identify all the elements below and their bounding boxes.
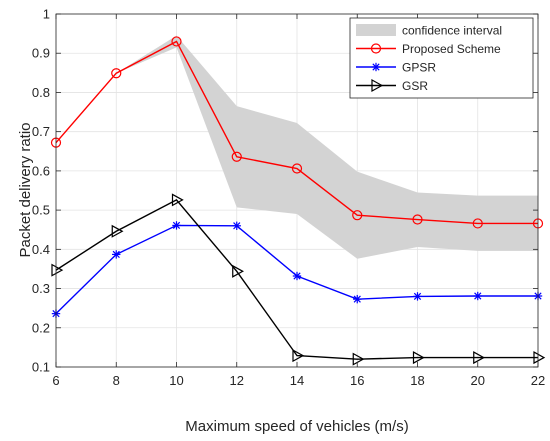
x-tick-label: 22 (531, 373, 545, 388)
y-tick-label: 1 (43, 7, 50, 22)
data-point (473, 291, 482, 301)
series-line (55, 199, 538, 360)
legend: confidence interval Proposed Scheme GPSR GS… (349, 17, 534, 99)
confidence-band-layer (56, 35, 538, 259)
legend-label: GSR (402, 79, 428, 93)
legend-label: confidence interval (402, 24, 502, 38)
data-point (472, 218, 483, 229)
data-point (412, 214, 423, 225)
legend-item: confidence interval (356, 24, 502, 38)
y-tick-label: 0.7 (32, 124, 50, 139)
legend-marker (371, 62, 381, 72)
data-point (232, 221, 241, 230)
legend-label: Proposed Scheme (402, 42, 501, 56)
data-point (111, 224, 124, 238)
x-tick-label: 8 (113, 373, 120, 388)
x-tick-label: 20 (471, 373, 485, 388)
y-axis-label: Packet delivery ratio (17, 122, 34, 257)
x-tick-label: 18 (410, 373, 424, 388)
series-gsr (51, 193, 546, 366)
y-axis: 0.1 0.2 0.3 0.4 0.5 0.6 0.7 0.8 0.9 1 (32, 7, 538, 375)
data-point (292, 271, 302, 281)
legend-item: GSR (356, 78, 428, 93)
data-point (353, 294, 362, 304)
y-tick-label: 0.1 (32, 360, 50, 375)
confidence-interval-band (56, 35, 538, 259)
series-line (55, 40, 538, 225)
data-point (232, 264, 244, 278)
y-tick-label: 0.5 (32, 203, 50, 218)
x-tick-label: 6 (52, 373, 59, 388)
data-point (171, 36, 182, 47)
y-tick-label: 0.8 (32, 85, 50, 100)
data-point (172, 221, 181, 230)
legend-label: GPSR (402, 61, 436, 75)
legend-marker (371, 78, 384, 93)
y-tick-label: 0.2 (32, 320, 50, 335)
data-point (231, 151, 242, 162)
legend-item: Proposed Scheme (356, 42, 501, 56)
series-layer (50, 36, 546, 366)
y-tick-label: 0.3 (32, 281, 50, 296)
data-point (413, 292, 422, 301)
data-point (352, 210, 363, 221)
data-point (533, 351, 546, 365)
x-tick-label: 14 (290, 373, 304, 388)
data-point (51, 263, 64, 277)
data-point (412, 351, 425, 365)
legend-item: GPSR (356, 61, 436, 75)
y-tick-label: 0.6 (32, 163, 50, 178)
x-axis: 6 8 10 12 14 16 18 20 22 (52, 14, 545, 388)
y-tick-label: 0.9 (32, 46, 50, 61)
data-point (291, 163, 303, 174)
x-tick-label: 10 (169, 373, 183, 388)
legend-swatch (356, 24, 396, 36)
data-point (112, 250, 121, 259)
data-point (473, 351, 485, 365)
x-axis-label: Maximum speed of vehicles (m/s) (185, 418, 408, 435)
data-point (171, 193, 184, 207)
data-point (292, 349, 305, 363)
x-tick-label: 16 (350, 373, 364, 388)
y-tick-label: 0.4 (32, 242, 50, 257)
legend-marker (370, 43, 382, 54)
data-point (111, 68, 122, 79)
x-tick-label: 12 (230, 373, 244, 388)
data-point (352, 352, 365, 366)
